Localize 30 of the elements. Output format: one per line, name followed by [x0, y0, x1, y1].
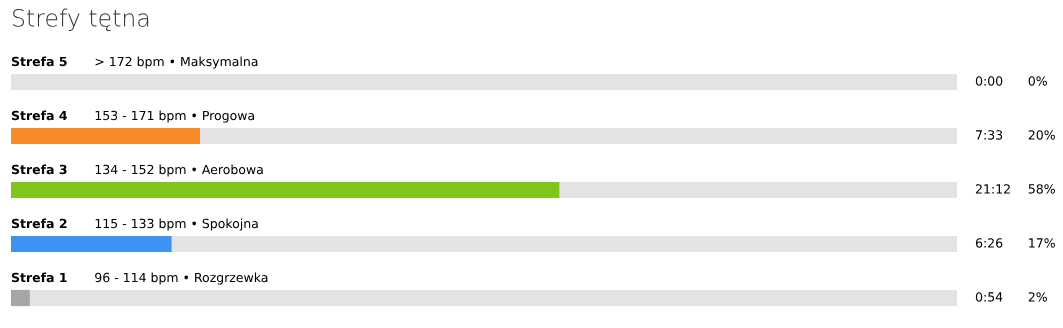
bar: [559, 181, 957, 199]
text: 0:00: [975, 76, 1003, 86]
bar: [11, 181, 560, 199]
annotation: 115 - 133 bpm • Spokojna: [95, 218, 258, 231]
annotation: > 172 bpm • Maksymalna: [95, 56, 258, 69]
bar: [11, 235, 172, 253]
bar: [200, 127, 957, 145]
y-tick-label: Strefa 3: [11, 164, 67, 175]
text: 0%: [1028, 76, 1047, 86]
text: 6:26: [975, 238, 1003, 248]
bar: [29, 289, 957, 307]
y-tick-label: Strefa 2: [11, 218, 67, 229]
annotation: 96 - 114 bpm • Rozgrzewka: [95, 272, 268, 285]
y-tick-label: Strefa 1: [11, 272, 67, 283]
annotation: 134 - 152 bpm • Aerobowa: [95, 164, 263, 177]
bar: [11, 73, 957, 91]
text: 20%: [1028, 130, 1055, 140]
text: 2%: [1028, 292, 1047, 302]
text: 58%: [1028, 184, 1055, 194]
text: 7:33: [976, 130, 1003, 140]
bar: [11, 127, 201, 145]
y-tick-label: Strefa 5: [11, 56, 67, 67]
text: 21:12: [975, 184, 1010, 194]
text: 17%: [1029, 238, 1055, 248]
text: 0:54: [975, 292, 1003, 302]
annotation: 153 - 171 bpm • Progowa: [95, 110, 254, 123]
bar: [11, 289, 30, 307]
bar: [171, 235, 957, 253]
y-tick-label: Strefa 4: [11, 110, 67, 121]
chart-title: Strefy tętna: [13, 8, 149, 31]
